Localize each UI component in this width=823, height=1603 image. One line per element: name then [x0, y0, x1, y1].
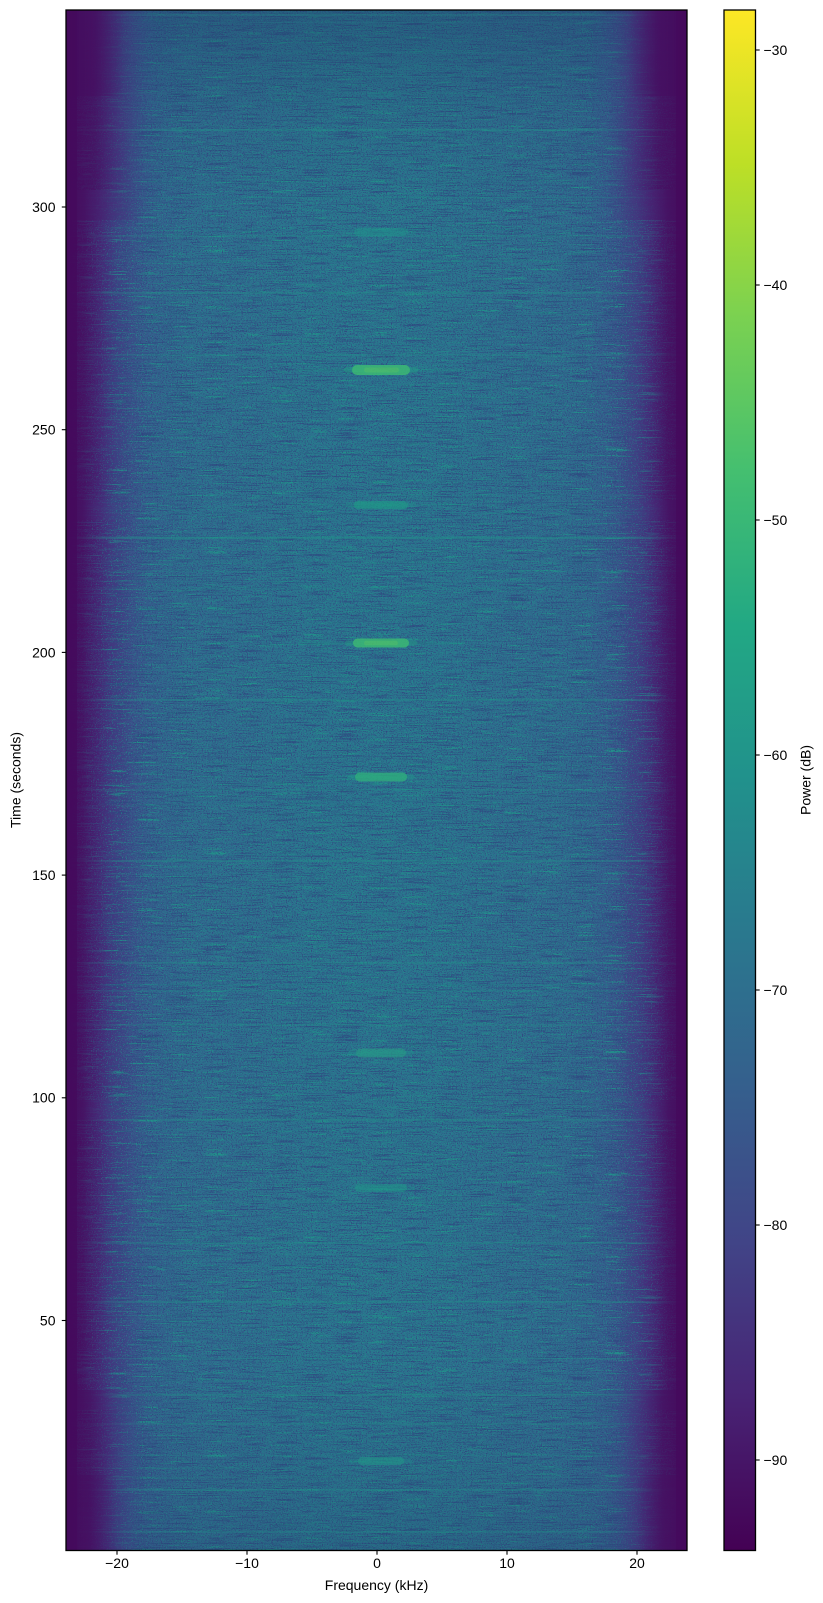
svg-text:−50: −50: [764, 512, 788, 528]
svg-text:300: 300: [32, 199, 56, 215]
svg-text:50: 50: [40, 1312, 56, 1328]
svg-text:20: 20: [629, 1555, 645, 1571]
svg-text:Power (dB): Power (dB): [798, 745, 814, 815]
svg-text:200: 200: [32, 644, 56, 660]
svg-text:−60: −60: [764, 747, 788, 763]
svg-text:−80: −80: [764, 1217, 788, 1233]
svg-text:250: 250: [32, 422, 56, 438]
svg-text:Time (seconds): Time (seconds): [8, 732, 24, 828]
svg-text:Frequency (kHz): Frequency (kHz): [325, 1577, 428, 1593]
svg-text:−40: −40: [764, 277, 788, 293]
svg-text:10: 10: [499, 1555, 515, 1571]
svg-text:0: 0: [373, 1555, 381, 1571]
svg-text:−30: −30: [764, 42, 788, 58]
svg-text:−20: −20: [105, 1555, 129, 1571]
svg-text:−70: −70: [764, 982, 788, 998]
svg-text:100: 100: [32, 1090, 56, 1106]
svg-text:−90: −90: [764, 1452, 788, 1468]
svg-text:150: 150: [32, 867, 56, 883]
svg-text:−10: −10: [235, 1555, 259, 1571]
